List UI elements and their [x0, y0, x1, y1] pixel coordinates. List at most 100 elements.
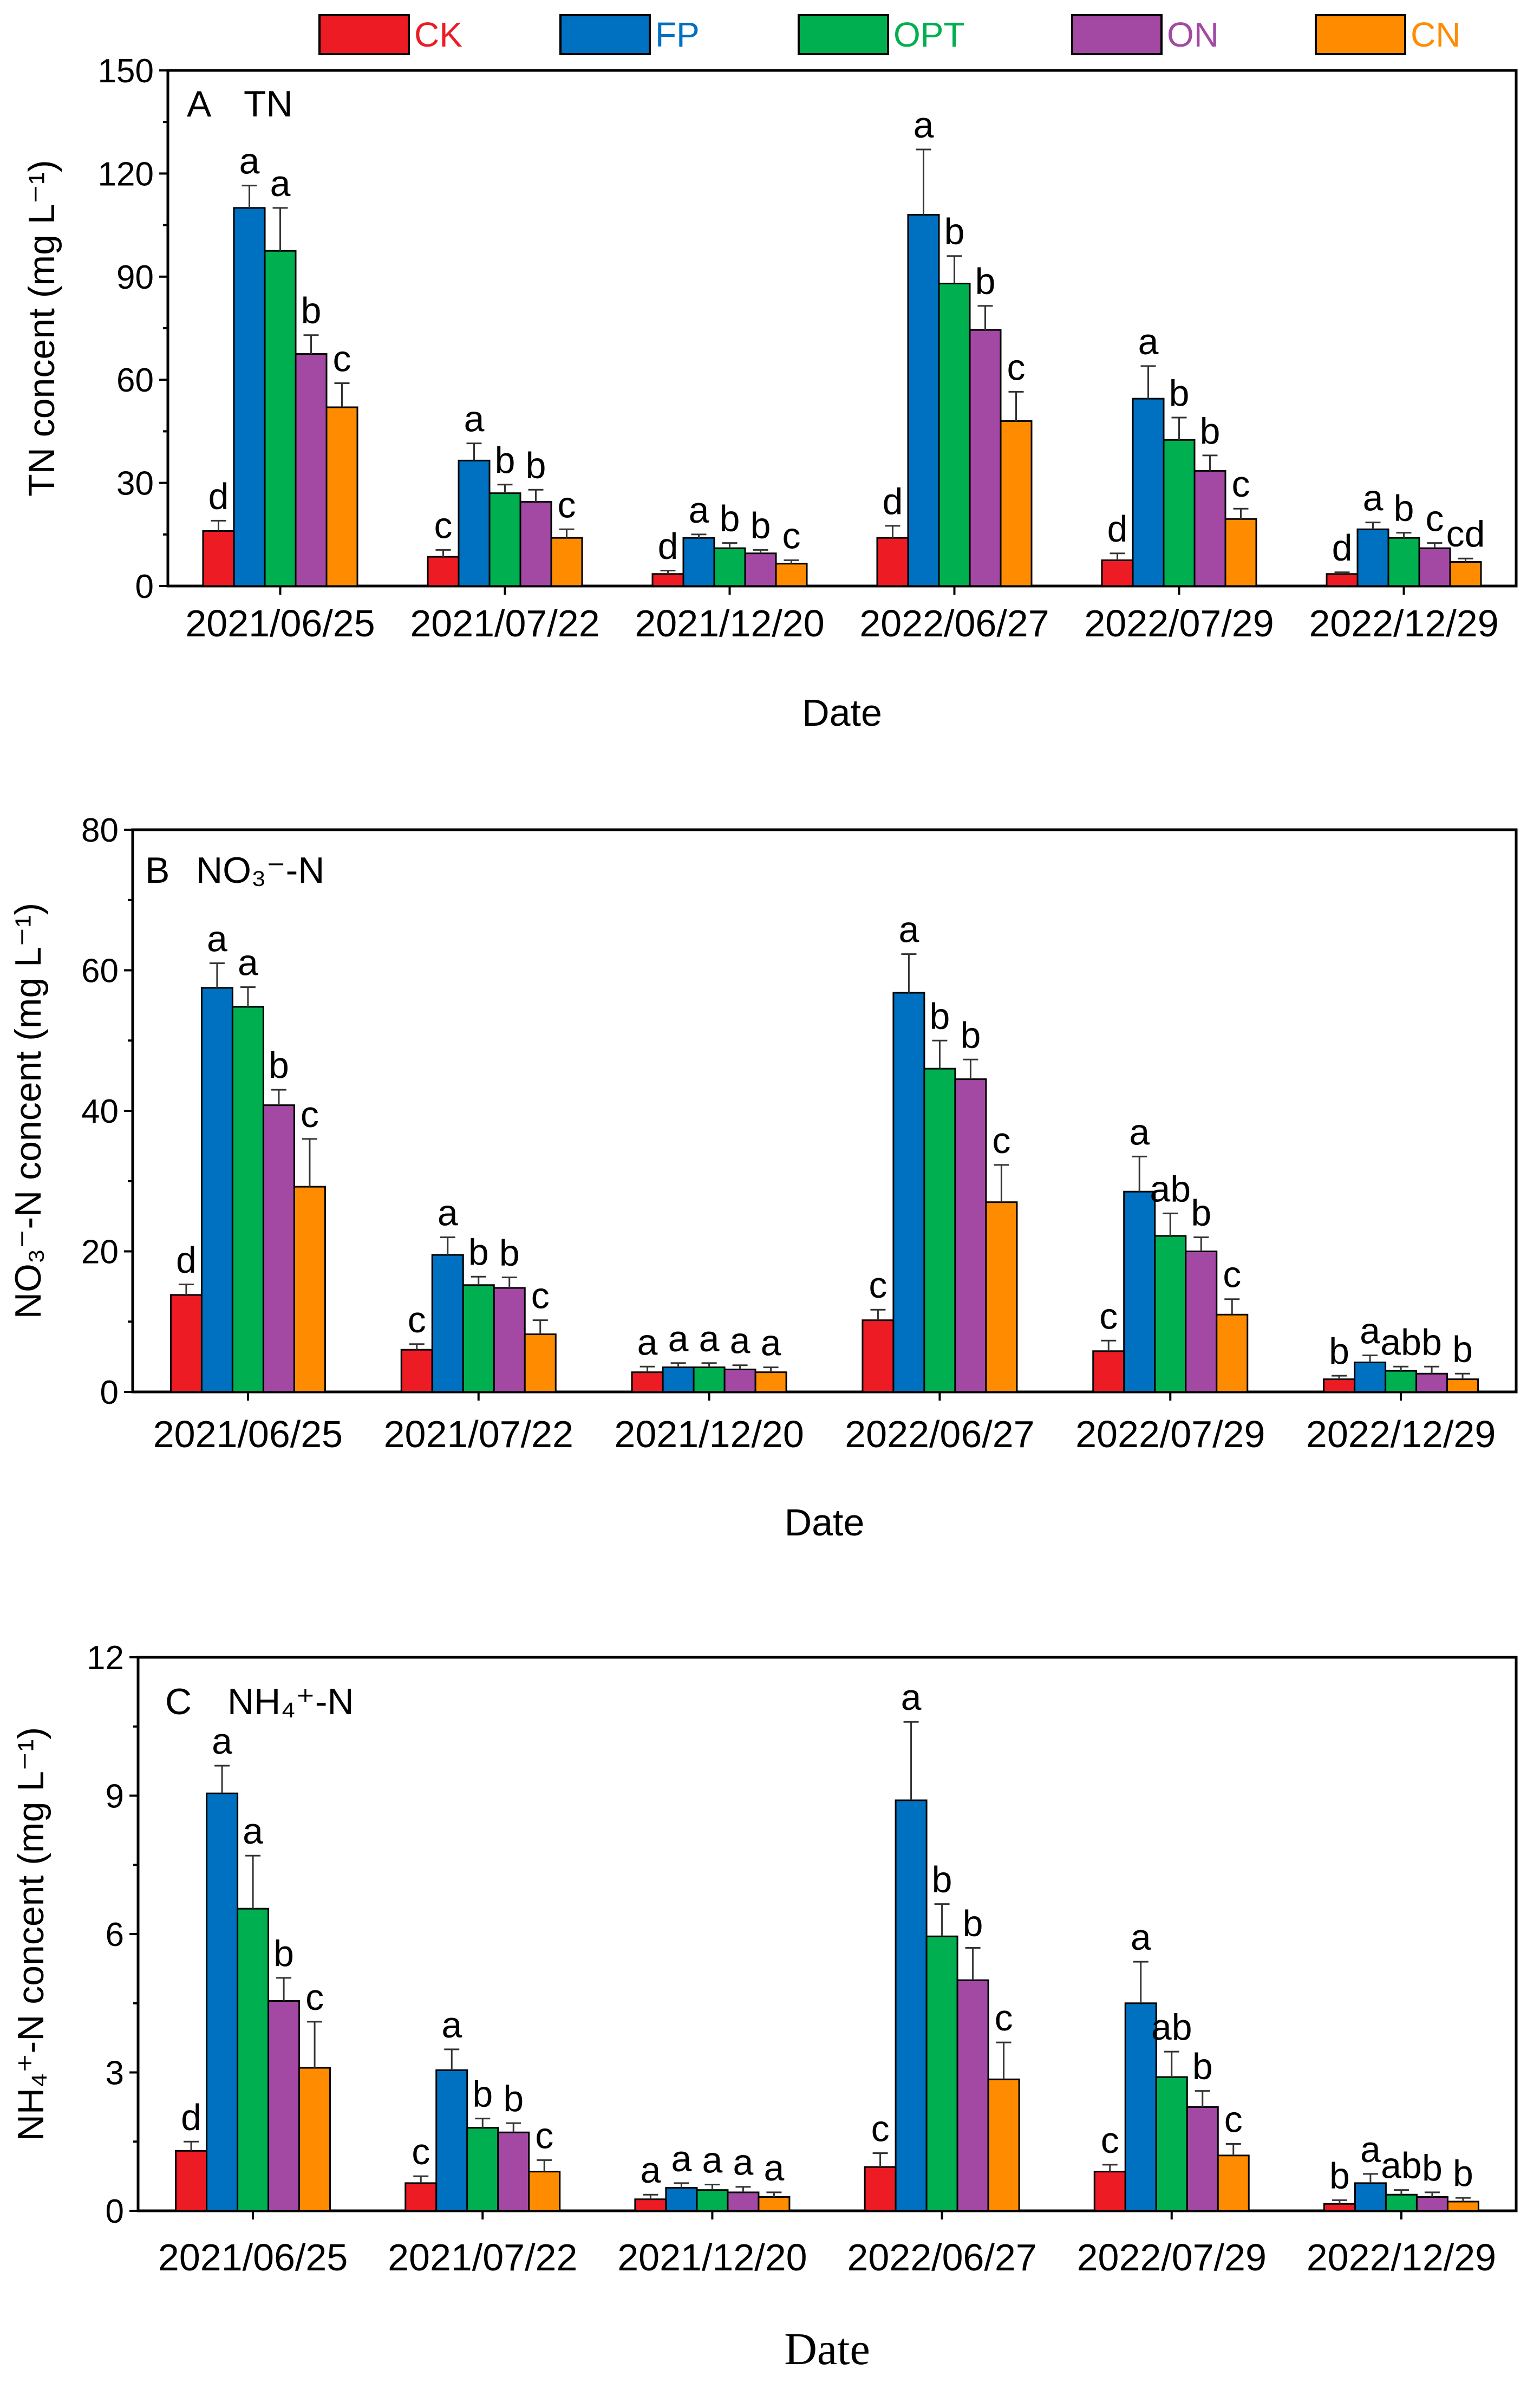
- significance-label: d: [1332, 528, 1353, 569]
- bar-on: [295, 353, 328, 587]
- significance-label: a: [641, 2150, 661, 2191]
- significance-label: b: [1394, 488, 1414, 529]
- y-axis-label: NH₄⁺-N concent (mg L⁻¹): [10, 1727, 51, 2141]
- y-tick-label: 60: [116, 362, 154, 399]
- legend-swatch-opt: [798, 14, 889, 55]
- bar-cn: [754, 1371, 787, 1393]
- bar-fp: [206, 1792, 239, 2212]
- significance-label: d: [1107, 509, 1128, 550]
- bar-ck: [634, 2198, 667, 2212]
- bar-on: [723, 1368, 756, 1393]
- bar-on: [262, 1104, 295, 1393]
- significance-label: a: [702, 2139, 723, 2180]
- y-tick-label: 0: [106, 2193, 124, 2230]
- bar-on: [519, 501, 552, 587]
- significance-label: d: [176, 1239, 197, 1280]
- significance-label: b: [1422, 2147, 1443, 2189]
- y-tick-label: 0: [100, 1374, 119, 1411]
- bar-opt: [1163, 439, 1196, 587]
- significance-label: a: [637, 1322, 658, 1363]
- plot-frame: [131, 828, 1518, 1394]
- y-axis-label: TN concent (mg L⁻¹): [21, 160, 62, 497]
- significance-label: ab: [1381, 2145, 1422, 2186]
- bar-on: [1185, 1251, 1218, 1393]
- x-tick-label: 2021/06/25: [153, 1413, 343, 1455]
- significance-label: b: [269, 1045, 289, 1086]
- bar-opt: [488, 492, 521, 587]
- bar-opt: [1385, 2193, 1418, 2212]
- bar-opt: [1154, 1235, 1187, 1393]
- x-tick-label: 2022/06/27: [847, 2236, 1036, 2279]
- significance-label: a: [207, 919, 227, 960]
- significance-label: a: [212, 1721, 232, 1762]
- legend-label-fp: FP: [655, 15, 700, 54]
- significance-label: b: [720, 498, 740, 539]
- bar-cn: [985, 1201, 1018, 1393]
- bar-fp: [665, 2186, 698, 2212]
- x-axis-label: Date: [784, 2324, 870, 2374]
- bar-cn: [775, 563, 808, 587]
- bar-ck: [864, 2166, 897, 2212]
- significance-label: c: [782, 515, 801, 556]
- bar-fp: [1123, 1190, 1156, 1393]
- bar-ck: [404, 2182, 438, 2212]
- x-tick-label: 2021/06/25: [185, 602, 375, 645]
- bar-cn: [1217, 2154, 1250, 2212]
- bar-cn: [325, 406, 358, 587]
- x-tick-label: 2021/07/22: [410, 602, 599, 645]
- significance-label: c: [333, 339, 351, 380]
- bar-on: [493, 1287, 526, 1393]
- panel-letter: B: [145, 850, 169, 891]
- x-tick-label: 2022/06/27: [859, 602, 1049, 645]
- legend-swatch-fp: [559, 14, 651, 55]
- bar-opt: [264, 250, 297, 587]
- significance-label: b: [273, 1933, 294, 1974]
- significance-label: b: [963, 1903, 983, 1944]
- y-tick-label: 0: [135, 568, 154, 606]
- bar-ck: [1093, 2171, 1126, 2212]
- significance-label: a: [733, 2142, 754, 2183]
- significance-label: b: [961, 1014, 981, 1056]
- bar-cn: [550, 537, 583, 587]
- significance-label: c: [535, 2115, 553, 2156]
- panel-title: TN: [244, 83, 293, 125]
- significance-label: a: [899, 909, 919, 951]
- y-tick-label: 12: [87, 1639, 124, 1677]
- bar-cn: [524, 1333, 557, 1393]
- significance-label: c: [871, 2108, 890, 2150]
- significance-label: a: [901, 1677, 922, 1718]
- significance-label: b: [526, 445, 546, 486]
- bar-fp: [1354, 2182, 1387, 2212]
- bar-fp: [1354, 1362, 1387, 1393]
- bar-opt: [696, 2189, 729, 2212]
- significance-label: a: [1360, 2129, 1381, 2170]
- bar-fp: [431, 1254, 464, 1393]
- significance-label: ab: [1380, 1322, 1421, 1363]
- significance-label: d: [181, 2097, 201, 2138]
- bar-on: [497, 2131, 530, 2212]
- significance-label: a: [699, 1318, 720, 1359]
- bar-ck: [202, 530, 235, 587]
- significance-label: b: [1200, 411, 1221, 452]
- significance-label: b: [1191, 1193, 1211, 1234]
- significance-label: d: [208, 476, 229, 517]
- bar-opt: [462, 1284, 495, 1393]
- panel-title: NH₄⁺-N: [227, 1681, 354, 1722]
- y-tick-label: 90: [116, 259, 154, 296]
- bar-ck: [1323, 1378, 1356, 1393]
- bar-ck: [175, 2150, 208, 2212]
- significance-label: c: [531, 1275, 550, 1317]
- legend-label-opt: OPT: [893, 15, 965, 54]
- significance-label: ab: [1150, 1168, 1191, 1209]
- legend-label-ck: CK: [414, 15, 462, 54]
- bar-on: [1418, 547, 1451, 587]
- significance-label: b: [1169, 373, 1190, 414]
- x-tick-label: 2021/12/20: [635, 602, 824, 645]
- significance-label: b: [495, 440, 515, 481]
- bar-ck: [427, 556, 460, 587]
- bar-ck: [1326, 573, 1359, 587]
- bar-opt: [923, 1067, 956, 1393]
- panel-a: 0 30 60 90 120 150 2021/06/25 2021/07/22 2021/12…: [21, 53, 1518, 734]
- legend-swatch-ck: [318, 14, 410, 55]
- y-tick-label: 60: [81, 953, 119, 990]
